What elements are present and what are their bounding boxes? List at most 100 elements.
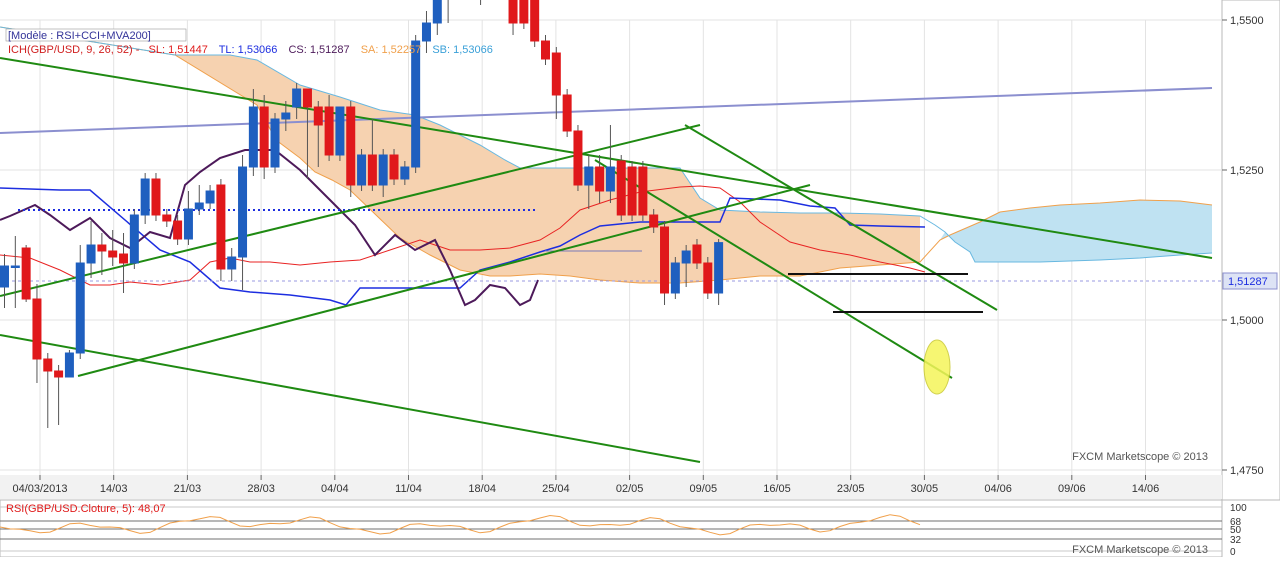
candle-body <box>248 106 258 168</box>
date-tick-label: 30/05 <box>911 483 939 495</box>
candle-body <box>519 0 529 24</box>
rsi-tick-label: 32 <box>1230 535 1242 546</box>
ma200-line <box>0 87 1213 134</box>
candle-body <box>238 166 248 258</box>
candle-body <box>64 352 74 378</box>
candle-body <box>313 106 323 126</box>
candle-body <box>205 190 215 204</box>
date-tick-label: 14/03 <box>100 483 128 495</box>
price-axis-panel[interactable] <box>1221 0 1280 501</box>
candle-body <box>292 88 302 108</box>
candle-body <box>541 40 550 60</box>
candle-body <box>389 154 399 180</box>
date-tick-label: 09/06 <box>1058 483 1086 495</box>
date-tick-label: 02/05 <box>616 483 644 495</box>
candle-body <box>43 358 53 372</box>
candle-body <box>681 250 691 264</box>
senkou-span-a <box>0 26 1213 284</box>
rsi-line <box>0 514 921 536</box>
candle-body <box>75 262 85 354</box>
date-tick-label: 11/04 <box>395 483 422 495</box>
current-price-box <box>1222 272 1278 290</box>
model-label: [Modèle : RSI+CCI+MVA200] <box>8 30 151 42</box>
ichimoku-lines <box>0 149 1222 307</box>
price-tick-label: 1,5000 <box>1230 315 1264 327</box>
date-tick-label: 16/05 <box>763 483 791 495</box>
ma200 <box>0 87 1213 134</box>
candlesticks <box>0 0 724 428</box>
rsi-tick-label: 0 <box>1230 547 1236 557</box>
candle-body <box>183 208 193 240</box>
candle-body <box>714 242 724 294</box>
candle-body <box>584 166 594 186</box>
candle-body <box>0 265 9 288</box>
candle-body <box>129 214 139 264</box>
price-tick-label: 1,5500 <box>1230 15 1264 27</box>
candle-body <box>346 106 356 186</box>
candle-body <box>551 52 561 96</box>
rsi-watermark: FXCM Marketscope © 2013 <box>1072 544 1208 556</box>
candle-body <box>162 214 172 222</box>
ich-title: ICH(GBP/USD, 9, 26, 52) - <box>8 44 140 56</box>
candle-body <box>703 262 713 294</box>
candle-body <box>173 220 183 240</box>
candle-body <box>54 370 64 378</box>
date-tick-label: 14/06 <box>1132 483 1160 495</box>
candle-body <box>86 244 96 264</box>
kijun-sen <box>0 187 926 306</box>
candle-body <box>367 154 377 186</box>
date-tick-label: 28/03 <box>247 483 275 495</box>
candle-body <box>302 88 312 108</box>
candle-body <box>400 166 410 180</box>
candle-body <box>378 154 388 186</box>
candle-body <box>10 265 20 268</box>
candle-body <box>119 253 129 264</box>
candle-body <box>140 178 150 216</box>
candle-body <box>97 244 107 252</box>
descending-channel-upper <box>684 124 998 311</box>
candle-body <box>649 214 659 228</box>
candle-body <box>660 226 670 294</box>
candle-body <box>227 256 237 270</box>
candle-body <box>324 106 334 156</box>
candle-body <box>627 166 637 216</box>
candle-body <box>692 244 702 264</box>
candle-body <box>216 184 226 270</box>
watermark: FXCM Marketscope © 2013 <box>1072 451 1208 463</box>
candle-body <box>259 106 269 168</box>
channel-upper <box>0 124 701 297</box>
candle-body <box>616 160 626 216</box>
date-tick-label: 09/05 <box>690 483 718 495</box>
candle-body <box>21 247 31 300</box>
candle-body <box>335 106 345 156</box>
senkou-span-b <box>0 26 1213 263</box>
annotations <box>923 339 951 395</box>
price-tick-label: 1,4750 <box>1230 465 1264 477</box>
candle-body <box>432 0 442 24</box>
trendlines <box>0 57 1213 463</box>
tenkan-sen <box>0 185 926 286</box>
candle-body <box>32 298 42 360</box>
descending-channel-lower <box>594 159 953 379</box>
candle-body <box>508 0 518 24</box>
candle-body <box>108 250 118 258</box>
candle-body <box>270 118 280 168</box>
cs-value: CS: 1,51287 <box>288 44 349 56</box>
candle-body <box>411 40 421 168</box>
date-tick-label: 21/03 <box>174 483 202 495</box>
candle-body <box>638 166 648 216</box>
date-tick-label: 04/03/2013 <box>12 483 67 495</box>
downtrend-lower <box>0 334 701 463</box>
candle-body <box>670 262 680 294</box>
candle-body <box>194 202 204 210</box>
date-tick-label: 18/04 <box>468 483 496 495</box>
rsi-tick-label: 68 <box>1230 517 1242 528</box>
candle-body <box>605 166 615 192</box>
sb-value: SB: 1,53066 <box>432 44 493 56</box>
date-tick-label: 04/04 <box>321 483 349 495</box>
date-tick-label: 23/05 <box>837 483 865 495</box>
